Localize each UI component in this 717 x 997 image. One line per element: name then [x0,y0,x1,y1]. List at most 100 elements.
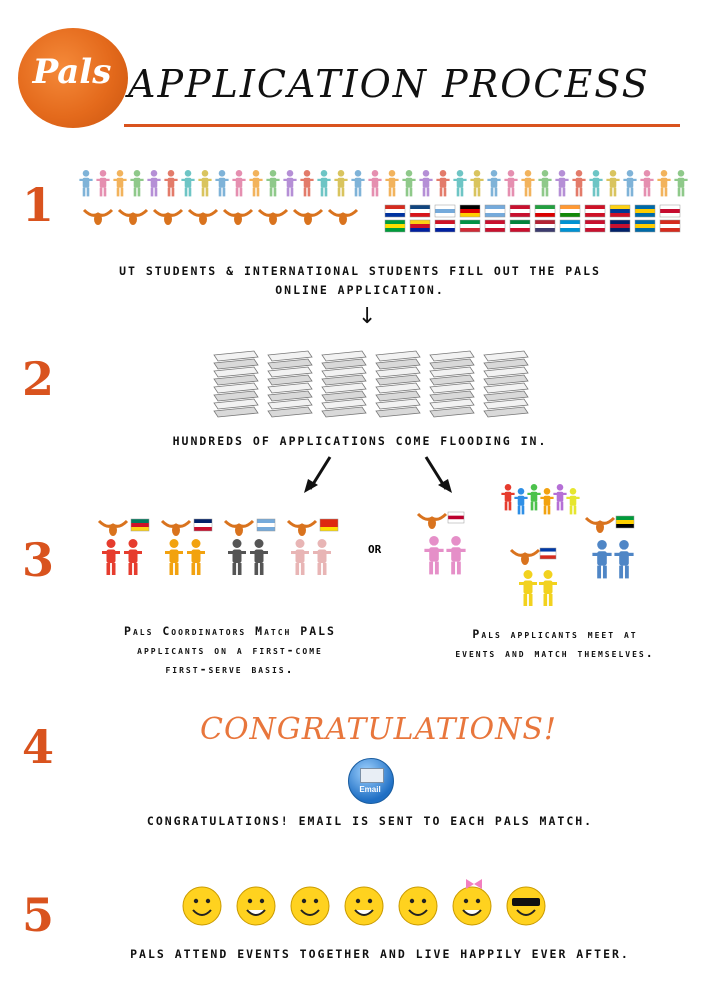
arrow-down-icon: ↓ [358,304,377,329]
person-figure [385,170,399,197]
person-figure [79,170,93,197]
flag-icon [319,518,339,532]
person-figure [187,539,205,575]
person-figure [623,170,637,197]
flag-icon [559,204,581,218]
flag-icon [584,219,606,233]
flag-icon [584,204,606,218]
person-figure [572,170,586,197]
step-number-5: 5 [22,888,55,942]
arrow-right-down-icon [424,456,452,493]
person-figure [519,570,537,606]
flag-icon [609,204,631,218]
step3-left-caption-line1: Pals Coordinators Match PALS [124,624,336,638]
step4-caption: CONGRATULATIONS! EMAIL IS SENT TO EACH P… [146,814,594,828]
email-envelope-icon [360,768,384,783]
flag-icon [615,515,635,529]
flag-icon [484,204,506,218]
event-pairs-illustration [416,484,635,606]
step5-caption: PALS ATTEND EVENTS TOGETHER AND LIVE HAP… [130,947,630,961]
person-figure [165,539,183,575]
flag-icon [434,204,456,218]
smiley-icon [236,886,276,926]
step3-right-caption-line1: Pals applicants meet at [472,627,638,641]
person-figure [589,170,603,197]
person-figure [317,170,331,197]
flag-icon [434,219,456,233]
flag-icon [559,219,581,233]
longhorn-row-illustration [82,208,359,225]
person-figure [232,170,246,197]
people-chain-illustration [79,170,688,197]
smiley-icon [398,886,438,926]
person-figure [419,170,433,197]
flags-grid-illustration [384,204,681,233]
paper-stack-icon [483,350,529,418]
flag-icon [447,511,465,524]
matched-pairs-illustration [97,518,339,575]
person-figure [228,539,246,575]
step-number-4: 4 [22,720,55,774]
flag-icon [384,204,406,218]
person-figure [181,170,195,197]
flag-icon [484,219,506,233]
person-figure [614,540,634,579]
flag-icon [609,219,631,233]
step-number-2: 2 [22,352,55,406]
title-underline [124,124,680,127]
person-figure [540,488,554,515]
longhorn-icon [97,519,129,536]
person-figure [266,170,280,197]
person-figure [514,488,528,515]
person-figure [521,170,535,197]
logo-text: Pals [32,52,112,92]
person-figure [351,170,365,197]
flag-icon [509,219,531,233]
person-figure [504,170,518,197]
person-figure [539,570,557,606]
person-figure [424,536,444,575]
person-figure [555,170,569,197]
flag-icon [539,547,557,560]
longhorn-icon [152,208,184,225]
person-figure [640,170,654,197]
application-stacks-illustration [213,350,529,418]
person-figure [368,170,382,197]
person-figure [291,539,309,575]
step3-left-caption-line3: first-serve basis. [165,662,295,676]
person-figure [250,539,268,575]
person-figure [402,170,416,197]
flag-icon [459,219,481,233]
arrow-left-down-icon [304,456,332,493]
email-label: Email [359,785,381,794]
paper-stack-icon [267,350,313,418]
person-figure [334,170,348,197]
flag-icon [634,219,656,233]
person-figure [592,540,612,579]
smiley-icon [344,886,384,926]
step3-left-caption-line2: applicants on a first-come [137,643,323,657]
flag-icon [634,204,656,218]
person-figure [657,170,671,197]
congratulations-banner: CONGRATULATIONS! [200,712,557,747]
longhorn-icon [327,208,359,225]
longhorn-icon [223,519,255,536]
person-figure [96,170,110,197]
smiley-icon [506,886,546,926]
person-figure [674,170,688,197]
or-label: OR [368,543,382,556]
longhorn-icon [257,208,289,225]
step2-caption: HUNDREDS OF APPLICATIONS COME FLOODING I… [172,434,548,448]
longhorn-icon [187,208,219,225]
person-figure [436,170,450,197]
smileys-illustration [182,879,546,926]
flag-icon [384,219,406,233]
person-figure [283,170,297,197]
paper-stack-icon [213,350,259,418]
longhorn-icon [82,208,114,225]
paper-stack-icon [375,350,421,418]
flag-icon [534,219,556,233]
longhorn-icon [509,548,541,565]
step-number-1: 1 [22,178,55,232]
flag-icon [509,204,531,218]
